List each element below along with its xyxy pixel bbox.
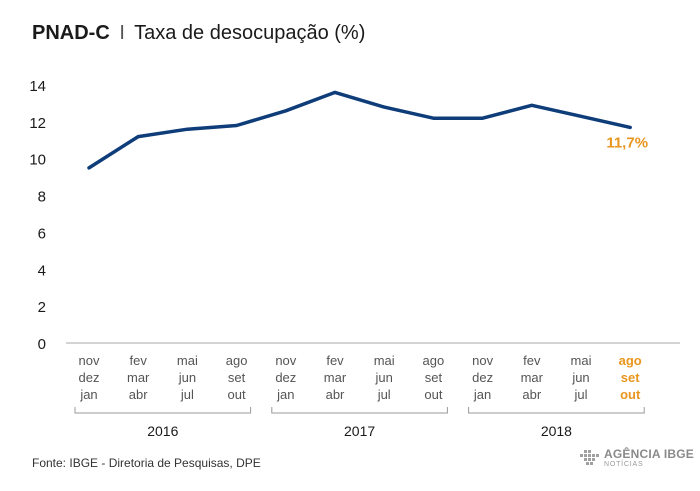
data-point (579, 114, 583, 118)
x-tick-label: mar (127, 370, 150, 385)
data-point (185, 127, 189, 131)
x-tick-label: ago (226, 353, 248, 368)
year-label: 2016 (147, 423, 178, 439)
y-tick-label: 14 (29, 78, 46, 95)
source-note: Fonte: IBGE - Diretoria de Pesquisas, DP… (32, 456, 261, 470)
x-tick-label: jul (573, 387, 587, 402)
series-line (87, 90, 632, 170)
data-point (481, 116, 485, 120)
x-tick-label: mar (521, 370, 544, 385)
x-tick-label: nov (472, 353, 493, 368)
data-point (431, 116, 435, 120)
year-bracket (468, 407, 645, 414)
x-tick-label: fev (523, 353, 541, 368)
x-tick-label: jan (276, 387, 294, 402)
x-tick-label: fev (130, 353, 148, 368)
x-tick-label: mai (374, 353, 395, 368)
data-point (333, 90, 337, 94)
data-point (136, 135, 140, 139)
x-tick-label: set (425, 370, 443, 385)
x-tick-label: ago (423, 353, 445, 368)
x-tick-label: set (621, 370, 640, 385)
data-point (284, 109, 288, 113)
y-tick-label: 0 (38, 336, 46, 353)
data-point (628, 125, 632, 129)
y-tick-label: 10 (29, 152, 46, 169)
agencia-ibge-logo: AGÊNCIA IBGE NOTÍCIAS (578, 448, 694, 468)
x-tick-label: mai (571, 353, 592, 368)
end-value-label: 11,7% (606, 134, 648, 151)
x-tick-label: dez (472, 370, 493, 385)
x-tick-label: abr (326, 387, 345, 402)
data-point (87, 166, 91, 170)
y-tick-label: 2 (38, 299, 46, 316)
brazil-map-icon (580, 450, 599, 465)
x-tick-label: abr (522, 387, 541, 402)
x-tick-label: ago (619, 353, 642, 368)
x-tick-label: jul (180, 387, 194, 402)
logo-main-text: AGÊNCIA IBGE (604, 447, 694, 461)
x-tick-label: set (228, 370, 246, 385)
data-point (235, 124, 239, 128)
x-tick-label: mar (324, 370, 347, 385)
x-tick-label: jan (473, 387, 491, 402)
x-tick-label: out (620, 387, 641, 402)
x-tick-label: mai (177, 353, 198, 368)
year-label: 2018 (541, 423, 572, 439)
x-tick-label: nov (275, 353, 296, 368)
x-tick-label: dez (275, 370, 296, 385)
x-tick-label: nov (79, 353, 100, 368)
y-tick-label: 12 (29, 115, 46, 132)
x-tick-label: jun (571, 370, 589, 385)
x-tick-label: out (424, 387, 442, 402)
chart-title: PNAD-C I Taxa de desocupação (%) (32, 22, 365, 45)
chart-title-separator: I (119, 22, 125, 44)
y-tick-label: 4 (38, 262, 46, 279)
year-label: 2017 (344, 423, 375, 439)
x-tick-label: fev (326, 353, 344, 368)
y-tick-label: 8 (38, 189, 46, 206)
x-tick-label: jul (377, 387, 391, 402)
x-tick-label: jan (79, 387, 97, 402)
y-tick-label: 6 (38, 225, 46, 242)
x-tick-label: jun (178, 370, 196, 385)
x-tick-label: jun (375, 370, 393, 385)
logo-sub-text: NOTÍCIAS (604, 461, 644, 468)
data-point (382, 105, 386, 109)
year-bracket (271, 407, 448, 414)
year-bracket (74, 407, 252, 414)
x-tick-label: dez (79, 370, 100, 385)
x-tick-label: out (228, 387, 246, 402)
chart-title-bold: PNAD-C (32, 22, 110, 44)
data-point (530, 103, 534, 107)
x-tick-label: abr (129, 387, 148, 402)
chart-title-text: Taxa de desocupação (%) (134, 22, 366, 44)
